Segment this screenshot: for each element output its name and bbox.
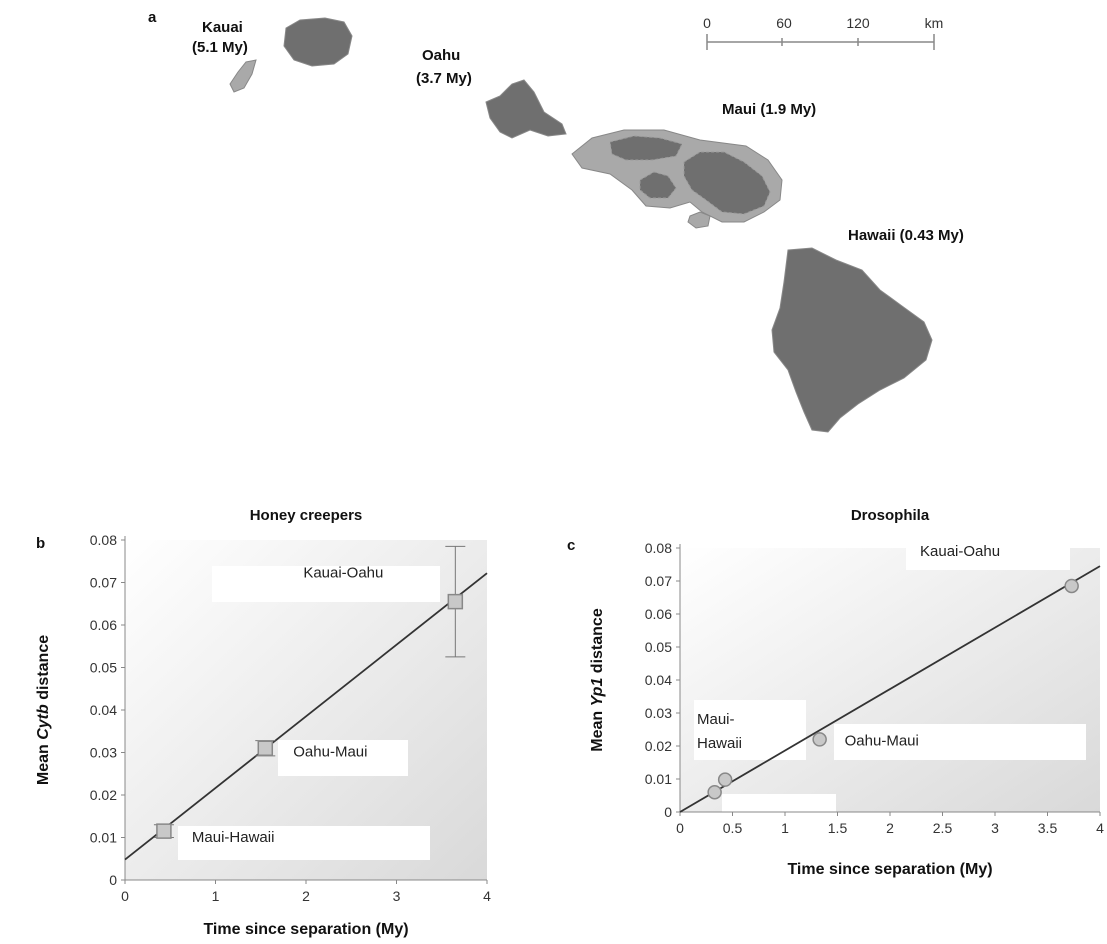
fit-line [124,572,488,861]
y-tick-label: 0.07 [90,575,117,591]
y-tick-label: 0.03 [645,705,672,721]
y-axis-label-gene: Cytb [35,704,52,740]
hawaii-island-shape [771,247,933,433]
chart-honey-creepers: 0 0.01 0.02 0.03 0.04 0.05 0.06 0.07 0.08 0 1 2 3 4 Ma… [35,507,491,938]
panel-letter-a: a [148,9,157,26]
y-tick-label: 0.04 [645,672,672,688]
y-tick-label: 0.02 [645,738,672,754]
data-point-label: Kauai-Oahu [920,543,1000,560]
kahoolawe-island-shape [687,211,711,229]
y-tick-label: 0.06 [645,606,672,622]
x-tick-label: 1 [212,888,220,904]
oahu-age-label: (3.7 My) [416,70,472,87]
oahu-island-shape [485,79,567,139]
x-tick-label: 4 [483,888,491,904]
data-point-marker [812,732,827,747]
y-axis-label: Mean Yp1 distance [589,608,606,752]
panel-a-map: a Kauai (5.1 My) Oahu (3.7 My) Maui (1.9… [148,9,964,433]
data-point-marker [707,784,722,800]
y-tick-label: 0.08 [645,540,672,556]
data-point-label: Hawaii [697,735,742,752]
x-tick-label: 3.5 [1038,820,1058,836]
maui-label: Maui (1.9 My) [722,101,816,118]
y-tick-label: 0.02 [90,787,117,803]
y-tick-label: 0.03 [90,745,117,761]
data-point-label: Oahu-Maui [845,732,919,749]
scale-label-0: 0 [703,15,711,31]
data-point-label: Maui- [697,711,735,728]
y-axis-label: Mean Cytb distance [35,635,52,785]
kauai-age-label: (5.1 My) [192,39,248,56]
data-point-marker [447,593,464,610]
x-axis-label: Time since separation (My) [203,921,408,938]
x-tick-label: 0.5 [723,820,743,836]
maui-island-shape [683,151,771,215]
lanai-island-shape [639,171,677,199]
x-tick-label: 0 [121,888,129,904]
y-tick-label: 0.07 [645,573,672,589]
y-axis-label-suffix: distance [35,635,52,704]
y-tick-label: 0 [664,804,672,820]
scale-label-60: 60 [776,15,792,31]
data-point-marker [257,740,274,756]
scale-label-unit: km [925,15,944,31]
data-point-marker [1064,578,1079,594]
x-tick-label: 4 [1096,820,1104,836]
y-tick-label: 0 [109,872,117,888]
y-tick-label: 0.04 [90,702,117,718]
x-tick-label: 2.5 [933,820,953,836]
label-box [278,740,408,776]
plot-area-background [680,548,1100,812]
y-tick-label: 0.05 [645,639,672,655]
x-axis-label: Time since separation (My) [787,861,992,878]
label-box [834,724,1086,760]
y-tick-label: 0.08 [90,532,117,548]
chart-drosophila: 0 0.01 0.02 0.03 0.04 0.05 0.06 0.07 0.08 0 0.5 1 1.… [567,507,1104,878]
niihau-island-shape [229,59,257,93]
scale-bar: 0 60 120 km [703,15,943,50]
x-tick-label: 0 [676,820,684,836]
data-point-marker [156,823,172,839]
data-point-label: Maui-Hawaii [192,829,275,846]
y-tick-label: 0.05 [90,660,117,676]
panel-letter-b: b [36,535,45,552]
data-point-label: Kauai-Oahu [303,565,383,582]
x-tick-label: 2 [302,888,310,904]
fit-line [679,565,1101,813]
data-point-marker [717,772,733,787]
hawaii-label: Hawaii (0.43 My) [848,227,964,244]
label-box [212,566,440,602]
chart-title: Honey creepers [250,507,363,524]
x-tick-label: 1 [781,820,789,836]
x-tick-label: 1.5 [828,820,848,836]
label-box [178,826,430,860]
kauai-name-label: Kauai [202,19,243,36]
oahu-name-label: Oahu [422,47,460,64]
y-axis-label-prefix: Mean [589,706,606,751]
y-tick-label: 0.01 [90,830,117,846]
y-axis-label-prefix: Mean [35,740,52,785]
label-box [722,794,836,814]
molokai-island-shape [609,135,683,161]
kauai-island-shape [283,17,353,67]
x-tick-label: 3 [393,888,401,904]
y-axis-label-gene: Yp1 [589,678,606,707]
data-point-label: Oahu-Maui [293,743,367,760]
chart-title: Drosophila [851,507,930,524]
x-tick-label: 2 [886,820,894,836]
y-tick-label: 0.06 [90,617,117,633]
y-axis-label-suffix: distance [589,608,606,677]
x-tick-label: 3 [991,820,999,836]
label-box [906,534,1070,570]
y-tick-label: 0.01 [645,771,672,787]
scale-label-120: 120 [846,15,870,31]
panel-letter-c: c [567,537,575,554]
